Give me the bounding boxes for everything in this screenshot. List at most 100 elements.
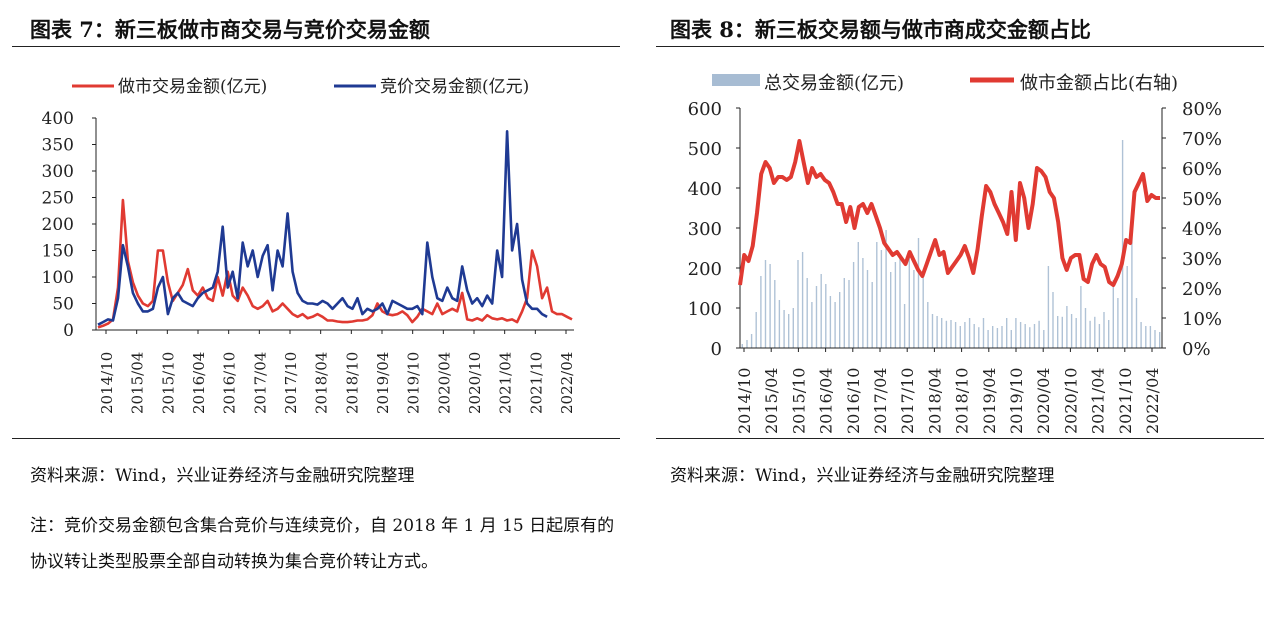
right-y2-tick-label: 60%	[1182, 159, 1222, 180]
left-legend: 做市交易金额(亿元) 竞价交易金额(亿元)	[72, 77, 529, 97]
right-total-volume-bar	[894, 262, 897, 348]
left-x-tick-label: 2014/10	[98, 352, 116, 414]
right-x-tick-label: 2020/10	[1061, 368, 1080, 434]
left-source-note: 资料来源：Wind，兴业证券经济与金融研究院整理	[30, 466, 415, 486]
left-title-rule	[12, 46, 620, 47]
right-total-volume-bar	[1089, 320, 1091, 348]
right-x-tick-label: 2017/04	[871, 368, 890, 434]
left-x-tick-label: 2019/10	[405, 352, 423, 414]
left-y-tick-label: 200	[42, 215, 74, 235]
right-total-volume-bar	[783, 310, 785, 348]
left-x-tick-label: 2019/04	[374, 352, 392, 414]
right-total-volume-bar	[1057, 316, 1059, 348]
left-x-tick-label: 2016/10	[221, 352, 239, 414]
right-legend-swatch-bar	[712, 74, 760, 86]
right-total-volume-bar	[982, 318, 985, 348]
right-y2-tick-label: 10%	[1182, 309, 1222, 330]
right-legend: 总交易金额(亿元) 做市金额占比(右轴)	[712, 73, 1178, 94]
right-total-volume-bar	[1061, 316, 1063, 348]
right-market-maker-share-line	[738, 139, 1160, 287]
left-y-tick-label: 100	[42, 268, 74, 288]
right-legend-label-bar: 总交易金额(亿元)	[764, 73, 904, 94]
left-x-tick-label: 2022/04	[558, 352, 576, 414]
left-y-tick-label: 150	[42, 242, 74, 262]
right-x-tick-label: 2015/10	[789, 368, 808, 434]
right-x-tick-label: 2014/10	[735, 368, 754, 434]
right-total-volume-bar	[834, 302, 836, 348]
right-total-volume-bar	[1029, 327, 1031, 348]
right-x-tick-label: 2015/04	[762, 368, 781, 434]
right-total-volume-bar	[987, 330, 989, 348]
right-total-volume-bar	[996, 328, 999, 348]
right-total-volume-bar	[954, 322, 957, 348]
right-total-volume-bar	[866, 270, 869, 348]
right-total-volume-bar	[973, 324, 975, 348]
left-x-tick-label: 2020/10	[466, 352, 484, 414]
right-x-tick-label: 2017/10	[898, 368, 917, 434]
left-y-tick-label: 300	[42, 162, 74, 182]
right-total-volume-bar	[769, 264, 771, 348]
right-total-volume-bar	[760, 276, 762, 348]
right-total-volume-bar	[1047, 266, 1050, 348]
right-line-series	[738, 139, 1160, 287]
right-total-volume-bar	[806, 278, 808, 348]
left-series-group	[97, 130, 573, 329]
left-x-tick-label: 2015/10	[159, 352, 177, 414]
left-chart-title: 图表 7：新三板做市商交易与竞价交易金额	[30, 17, 430, 42]
right-total-volume-bar	[922, 272, 924, 348]
left-footnote: 注：竞价交易金额包含集合竞价与连续竞价，自 2018 年 1 月 15 日起原有…	[30, 516, 615, 572]
right-total-volume-bar	[797, 260, 799, 348]
right-total-volume-bar	[801, 252, 804, 348]
right-y2-tick-label: 0%	[1182, 339, 1211, 360]
right-total-volume-bar	[880, 250, 883, 348]
right-total-volume-bar	[820, 274, 822, 348]
right-x-tick-label: 2021/10	[1116, 368, 1135, 434]
left-x-tick-label: 2020/04	[435, 352, 453, 414]
right-y-tick-label: 500	[688, 139, 722, 160]
right-total-volume-bar	[876, 242, 878, 348]
right-y-tick-label: 300	[688, 219, 722, 240]
right-legend-label-line: 做市金额占比(右轴)	[1020, 73, 1178, 94]
left-footer-rule	[12, 438, 620, 439]
right-total-volume-bar	[1075, 318, 1077, 348]
right-total-volume-bar	[1131, 234, 1133, 348]
right-x-tick-label: 2021/04	[1089, 368, 1108, 434]
right-total-volume-bar	[959, 326, 961, 348]
right-total-volume-bar	[978, 327, 980, 348]
right-title-rule	[656, 46, 1264, 47]
right-total-volume-bar	[1080, 286, 1082, 348]
right-x-tick-label: 2019/04	[980, 368, 999, 434]
right-total-volume-bar	[1038, 320, 1040, 348]
right-total-volume-bar	[778, 300, 781, 348]
right-total-volume-bar	[1015, 318, 1017, 348]
right-y2-tick-label: 70%	[1182, 129, 1222, 150]
right-source-note: 资料来源：Wind，兴业证券经济与金融研究院整理	[670, 466, 1055, 486]
left-x-tick-label: 2021/10	[527, 352, 545, 414]
right-axes: 0 100 200 300 400 500 600 0% 10% 20% 30% 40% 50% 60% 7…	[688, 99, 1222, 434]
right-x-tick-label: 2022/04	[1143, 368, 1162, 434]
right-total-volume-bar	[862, 258, 864, 348]
right-total-volume-bar	[908, 252, 910, 348]
right-total-volume-bar	[1094, 316, 1096, 348]
right-x-tick-label: 2018/10	[953, 368, 972, 434]
right-total-volume-bar	[857, 242, 859, 348]
left-x-tick-label: 2015/04	[129, 352, 147, 414]
right-total-volume-bar	[1024, 324, 1026, 348]
right-total-volume-bar	[741, 344, 743, 348]
right-total-volume-bar	[1159, 332, 1161, 348]
right-total-volume-bar	[774, 280, 776, 348]
right-total-volume-bar	[1084, 308, 1087, 348]
right-y-tick-label: 200	[688, 259, 722, 280]
right-chart-title: 图表 8：新三板交易额与做市商成交金额占比	[670, 17, 1091, 42]
right-total-volume-bar	[1117, 298, 1119, 348]
right-total-volume-bar	[1154, 330, 1156, 348]
right-total-volume-bar	[899, 254, 901, 348]
right-total-volume-bar	[968, 318, 971, 348]
left-x-tick-label: 2018/10	[343, 352, 361, 414]
right-total-volume-bar	[903, 304, 906, 348]
right-bar-series	[741, 140, 1161, 348]
right-total-volume-bar	[1108, 320, 1110, 348]
right-total-volume-bar	[1149, 326, 1152, 348]
right-total-volume-bar	[1140, 322, 1142, 348]
right-total-volume-bar	[941, 318, 943, 348]
